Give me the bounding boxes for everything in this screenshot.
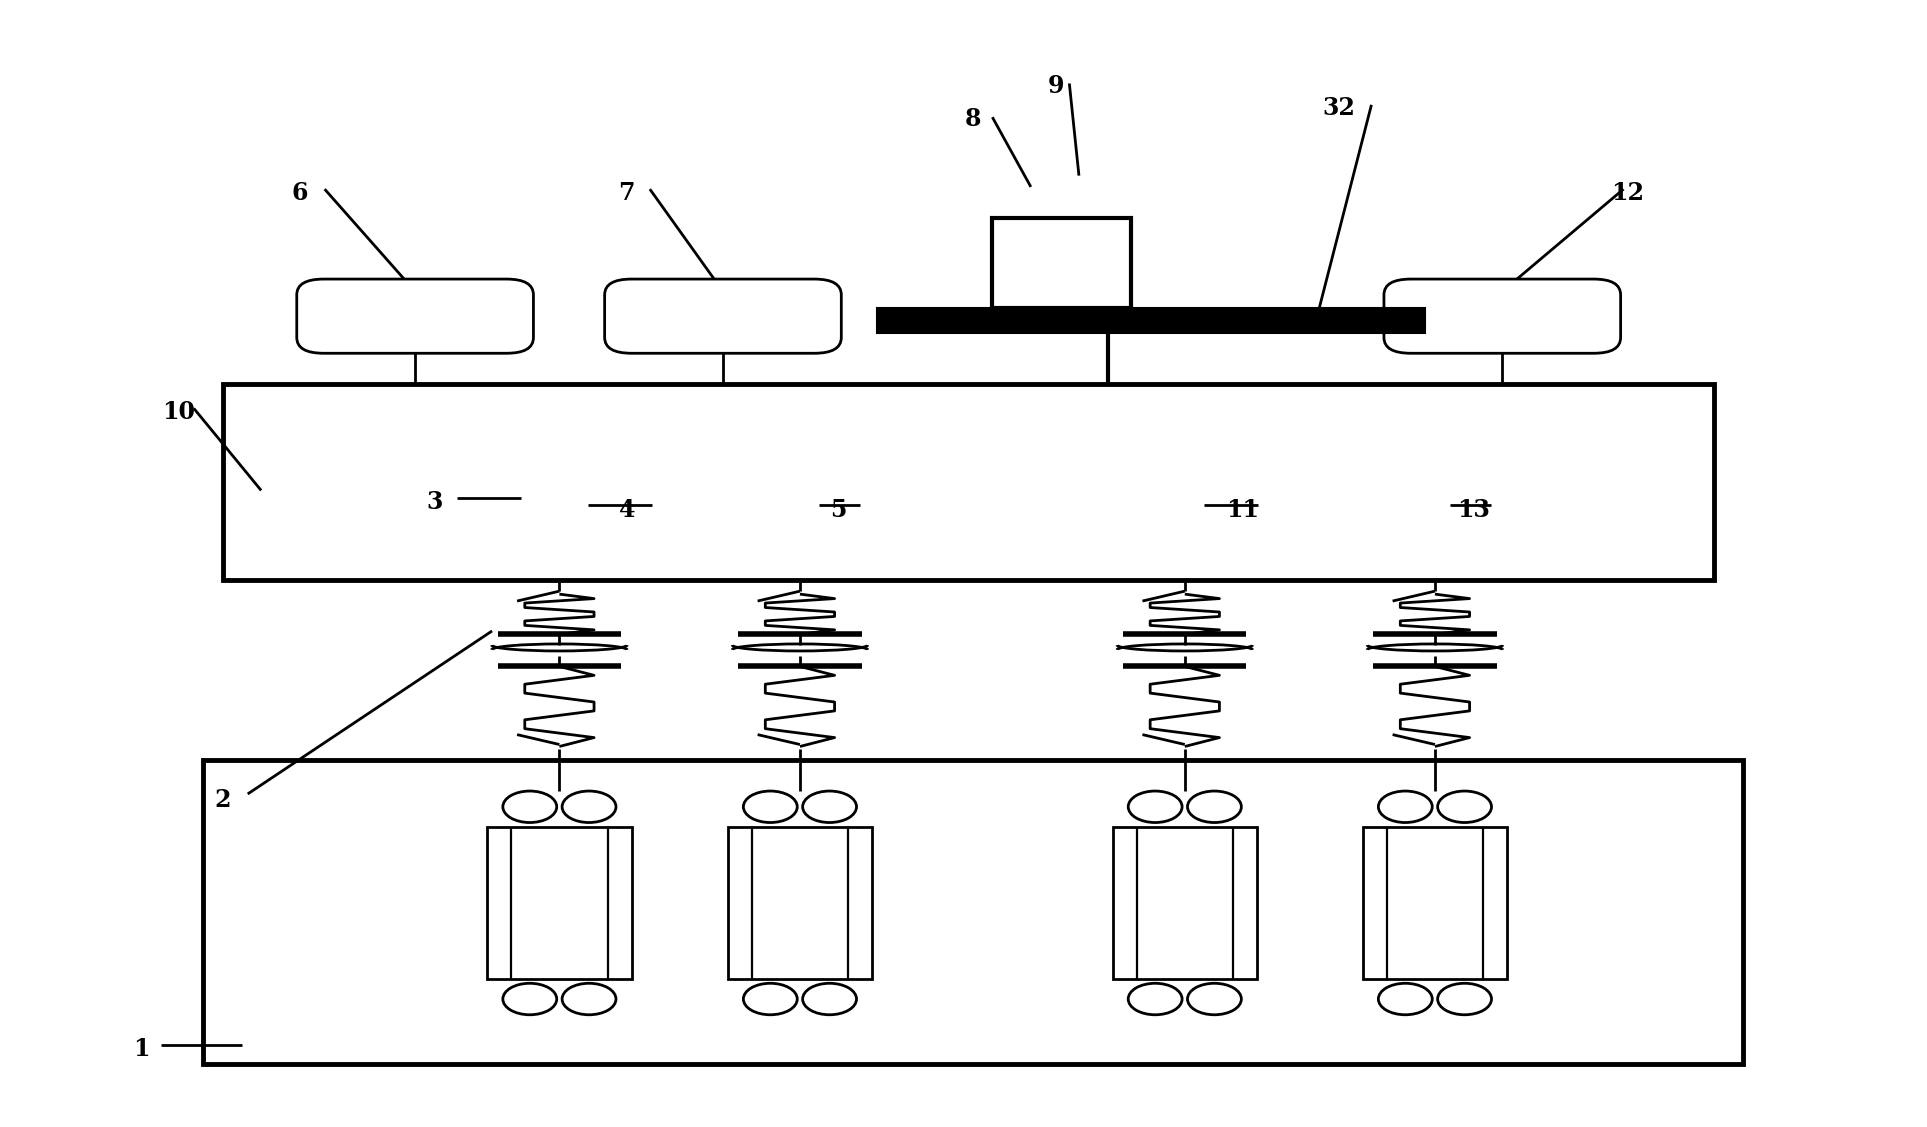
Circle shape	[1187, 791, 1241, 823]
Text: 5: 5	[831, 497, 846, 522]
Bar	[1112, 827, 1256, 978]
Circle shape	[503, 791, 557, 823]
Bar	[204, 761, 1742, 1064]
Circle shape	[744, 983, 798, 1014]
Text: 4: 4	[619, 497, 636, 522]
Circle shape	[1438, 983, 1491, 1014]
Circle shape	[1127, 983, 1181, 1014]
FancyBboxPatch shape	[605, 279, 842, 353]
Circle shape	[503, 983, 557, 1014]
Bar	[992, 219, 1131, 309]
Circle shape	[1438, 791, 1491, 823]
Bar	[728, 827, 873, 978]
Circle shape	[1378, 983, 1432, 1014]
Text: 6: 6	[291, 180, 308, 204]
Text: 8: 8	[965, 107, 981, 132]
Text: 13: 13	[1457, 497, 1490, 522]
Circle shape	[563, 983, 617, 1014]
Bar	[224, 383, 1713, 580]
Text: 9: 9	[1048, 73, 1064, 98]
Circle shape	[804, 791, 856, 823]
Circle shape	[1378, 791, 1432, 823]
Bar	[1362, 827, 1507, 978]
Circle shape	[804, 983, 856, 1014]
Circle shape	[1187, 983, 1241, 1014]
FancyBboxPatch shape	[297, 279, 534, 353]
Text: 2: 2	[214, 788, 231, 811]
Text: 1: 1	[133, 1037, 150, 1062]
Circle shape	[563, 791, 617, 823]
Text: 7: 7	[619, 180, 636, 204]
Bar	[877, 309, 1426, 334]
Bar	[488, 827, 632, 978]
Text: 12: 12	[1611, 180, 1644, 204]
Circle shape	[744, 791, 798, 823]
Text: 10: 10	[162, 400, 195, 424]
Circle shape	[1127, 791, 1181, 823]
Text: 3: 3	[426, 489, 443, 514]
FancyBboxPatch shape	[1384, 279, 1621, 353]
Text: 11: 11	[1226, 497, 1258, 522]
Text: 32: 32	[1322, 96, 1355, 121]
Bar	[877, 309, 1426, 334]
